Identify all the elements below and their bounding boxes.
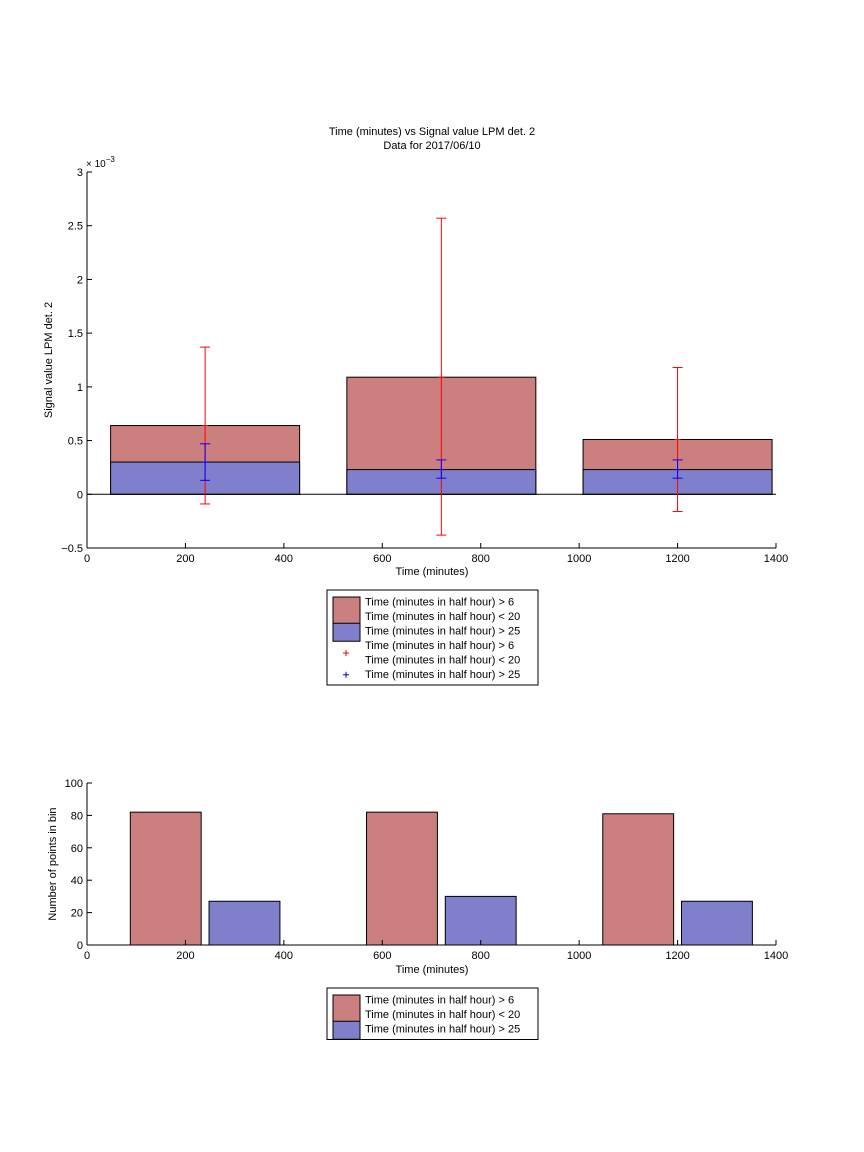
x-tick-label: 600 <box>373 950 391 962</box>
legend-entry: Time (minutes in half hour) > 6 Time (min… <box>332 994 520 1023</box>
y-tick-label: 20 <box>71 908 83 920</box>
y-tick-label: 0.5 <box>68 436 83 448</box>
y-tick-label: 3 <box>77 167 83 179</box>
axes <box>86 783 776 946</box>
bar <box>681 900 753 946</box>
y-exponent-power: −3 <box>106 155 116 164</box>
y-tick-label: 80 <box>71 810 83 822</box>
y-tick-label: 2.5 <box>68 221 83 233</box>
count-chart: 0 200 400 600 800 1000 1200 1400 0 20 40 60 80 100 T… <box>47 778 788 1040</box>
y-tick-label: 1 <box>77 382 83 394</box>
error-bar-group <box>200 217 683 536</box>
legend-entry: Time (minutes in half hour) > 6 Time (min… <box>332 596 520 625</box>
bar <box>208 900 281 946</box>
bar-group <box>129 811 753 946</box>
bar <box>602 813 675 946</box>
x-tick-label: 400 <box>275 553 293 565</box>
legend-swatch <box>332 1020 361 1040</box>
legend-label: Time (minutes in half hour) < 20 <box>365 1009 520 1021</box>
y-axis-label: Signal value LPM det. 2 <box>43 302 55 418</box>
legend-entry: Time (minutes in half hour) > 25 <box>343 669 520 681</box>
legend-label: Time (minutes in half hour) > 25 <box>365 1024 520 1036</box>
error-bar <box>672 367 683 512</box>
x-tick-label: 1000 <box>567 950 591 962</box>
legend-label: Time (minutes in half hour) > 6 <box>365 640 514 652</box>
legend-swatch <box>332 596 361 625</box>
y-ticks: −0.5 0 0.5 1 1.5 2 2.5 3 <box>61 167 92 555</box>
x-tick-label: 400 <box>275 950 293 962</box>
x-tick-label: 1200 <box>665 950 689 962</box>
signal-chart: Time (minutes) vs Signal value LPM det. … <box>43 126 788 686</box>
error-bar <box>200 443 211 481</box>
x-ticks: 0 200 400 600 800 1000 1200 1400 <box>84 543 788 565</box>
legend: Time (minutes in half hour) > 6 Time (min… <box>326 589 539 686</box>
x-axis-label: Time (minutes) <box>396 566 469 578</box>
x-tick-label: 1200 <box>665 553 689 565</box>
bar <box>444 895 517 946</box>
x-tick-label: 200 <box>176 950 194 962</box>
error-bar <box>672 459 683 479</box>
x-tick-label: 800 <box>472 553 490 565</box>
legend-entry: Time (minutes in half hour) > 6 Time (min… <box>343 640 520 667</box>
y-tick-label: 0 <box>77 940 83 952</box>
legend-box <box>326 589 539 686</box>
legend-label: Time (minutes in half hour) > 25 <box>365 626 520 638</box>
error-bar <box>436 217 447 536</box>
x-tick-label: 1400 <box>764 553 788 565</box>
chart-title: Time (minutes) vs Signal value LPM det. … <box>329 126 535 138</box>
y-exponent-label: × 10−3 <box>86 155 115 170</box>
svg-text:× 10−3: × 10−3 <box>86 155 115 170</box>
legend-swatch <box>332 994 361 1023</box>
x-tick-label: 0 <box>84 950 90 962</box>
x-axis-label: Time (minutes) <box>396 964 469 976</box>
x-tick-label: 1000 <box>567 553 591 565</box>
legend-entry: Time (minutes in half hour) > 25 <box>332 1020 520 1040</box>
y-tick-label: 40 <box>71 875 83 887</box>
bar <box>129 811 202 946</box>
y-tick-label: 60 <box>71 843 83 855</box>
y-tick-label: 2 <box>77 274 83 286</box>
x-tick-label: 800 <box>472 950 490 962</box>
legend-label: Time (minutes in half hour) < 20 <box>365 655 520 667</box>
y-axis-label: Number of points in bin <box>47 807 59 920</box>
axes <box>86 172 776 549</box>
legend-swatch <box>332 622 361 642</box>
legend-entry: Time (minutes in half hour) > 25 <box>332 622 520 642</box>
legend-label: Time (minutes in half hour) > 6 <box>365 995 514 1007</box>
legend: Time (minutes in half hour) > 6 Time (min… <box>326 987 539 1040</box>
x-ticks: 0 200 400 600 800 1000 1200 1400 <box>84 940 788 962</box>
chart-subtitle: Data for 2017/06/10 <box>383 140 480 152</box>
legend-box <box>326 987 539 1040</box>
x-tick-label: 600 <box>373 553 391 565</box>
y-tick-label: −0.5 <box>61 543 83 555</box>
x-tick-label: 1400 <box>764 950 788 962</box>
y-tick-label: 100 <box>65 778 83 790</box>
y-exponent-base: × 10 <box>86 159 106 170</box>
y-tick-label: 1.5 <box>68 328 83 340</box>
y-tick-label: 0 <box>77 489 83 501</box>
legend-label: Time (minutes in half hour) < 20 <box>365 611 520 623</box>
error-bar <box>436 459 447 479</box>
x-tick-label: 200 <box>176 553 194 565</box>
y-ticks: 0 20 40 60 80 100 <box>65 778 92 952</box>
bar <box>366 811 438 946</box>
x-tick-label: 0 <box>84 553 90 565</box>
legend-label: Time (minutes in half hour) > 6 <box>365 597 514 609</box>
legend-label: Time (minutes in half hour) > 25 <box>365 669 520 681</box>
